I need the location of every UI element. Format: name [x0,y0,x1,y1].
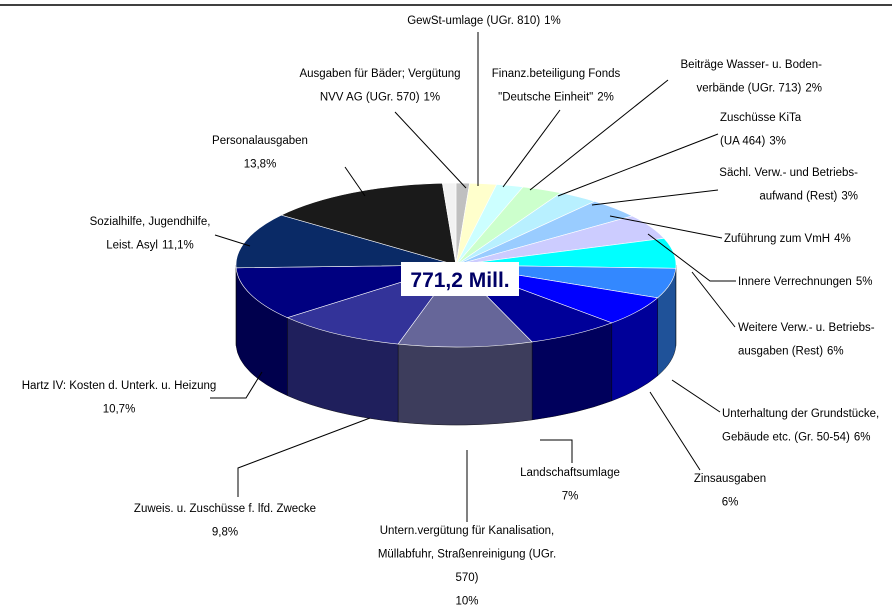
leader-line [691,271,736,328]
slice-label-text: verbände (UGr. 713) [697,83,802,95]
leader-line [609,215,723,239]
slice-label-text: Sächl. Verw.- und Betriebs- [719,167,858,179]
slice-label: Finanz.beteiligung Fonds [492,68,621,80]
leader-line [649,391,701,471]
center-label-box [401,262,519,296]
leader-line [540,439,573,463]
slice-label: verbände (UGr. 713) 2% [697,83,822,95]
slice-label-text: Müllabfuhr, Straßenreinigung (UGr. [378,549,556,561]
value-label: 4% [834,233,851,245]
slice [442,182,457,266]
leader-line [647,233,736,282]
slice-label-text: GewSt-umlage (UGr. 810) [407,15,540,27]
slice-label-text: Weitere Verw.- u. Betriebs- [738,322,875,334]
slice-label: Weitere Verw.- u. Betriebs- [738,322,875,334]
slice-label: Gebäude etc. (Gr. 50-54) 6% [722,432,870,444]
leader-line [344,166,366,197]
value-label: 10% [455,596,478,606]
slice-label: NVV AG (UGr. 570) 1% [320,92,440,104]
value-label: 6% [854,432,871,444]
value-label: 1% [544,15,561,27]
slice-label-text: Leist. Asyl [106,240,158,252]
slice-label: Zuführung zum VmH 4% [724,233,851,245]
leader-line [394,111,467,189]
value-label: 13,8% [244,159,277,171]
slice-label-text: Sozialhilfe, Jugendhilfe, [90,216,211,228]
value-label: 3% [841,191,858,203]
slice-label: Unterhaltung der Grundstücke, [722,408,879,420]
slice-label-text: Zuschüsse KiTa [720,112,802,124]
slice-label: Ausgaben für Bäder; Vergütung [299,68,460,80]
slice-label-text: NVV AG (UGr. 570) [320,92,420,104]
slice-label-text: Innere Verrechnungen [738,276,852,288]
value-label: 6% [827,346,844,358]
leader-line [557,133,719,197]
value-label: 3% [769,136,786,148]
slice-label-text: Zuführung zum VmH [724,233,830,245]
slice-label: (UA 464) 3% [720,136,786,148]
slice-label-text: Hartz IV: Kosten d. Unterk. u. Heizung [22,380,217,392]
value-label: 7% [562,491,579,503]
slice-label: Untern.vergütung für Kanalisation, [380,525,555,537]
slice-label: Zinsausgaben [694,473,766,485]
leader-line [214,234,251,247]
slice-label: Beiträge Wasser- u. Boden- [681,59,823,71]
slice-label-text: Personalausgaben [212,135,308,147]
slice-label: Landschaftsumlage [520,467,620,479]
center-label: 771,2 Mill. [410,269,509,292]
leader-line [237,417,371,497]
slice [397,264,533,348]
slice [235,214,457,269]
slice-label-text: Zinsausgaben [694,473,766,485]
slice-label-text: ausgaben (Rest) [738,346,823,358]
leader-line [591,189,719,206]
slice-label-text: (UA 464) [720,136,766,148]
value-label: 2% [597,92,614,104]
slice-label-text: Finanz.beteiligung Fonds [492,68,621,80]
slice-label: Sozialhilfe, Jugendhilfe, [90,216,211,228]
value-label: 5% [856,276,873,288]
value-label: 11,1% [162,240,194,252]
slice-label: Sächl. Verw.- und Betriebs- [719,167,858,179]
slice-label-text: Untern.vergütung für Kanalisation, [380,525,555,537]
slice-label-text: 570) [455,572,478,584]
slice-label: GewSt-umlage (UGr. 810) 1% [407,15,561,27]
slice-label: Zuweis. u. Zuschüsse f. lfd. Zwecke [134,503,316,515]
slice-label-text: Beiträge Wasser- u. Boden- [681,59,823,71]
leader-line [502,109,561,188]
slice-label: 570) [455,572,478,584]
slice-label: Müllabfuhr, Straßenreinigung (UGr. [378,549,556,561]
value-label: 2% [805,83,822,95]
slice-label-text: aufwand (Rest) [759,191,837,203]
slice-label-text: "Deutsche Einheit" [498,92,593,104]
leader-line [210,371,263,399]
slice-label-text: Gebäude etc. (Gr. 50-54) [722,432,850,444]
slice-label: "Deutsche Einheit" 2% [498,92,614,104]
slice-label-text: Unterhaltung der Grundstücke, [722,408,879,420]
slice-label: ausgaben (Rest) 6% [738,346,844,358]
slice [280,182,457,266]
leader-line [671,379,721,413]
slice-label: Innere Verrechnungen 5% [738,276,872,288]
slice-label: Personalausgaben [212,135,308,147]
leader-line [529,79,669,191]
value-label: 6% [722,497,739,509]
value-label: 1% [424,92,441,104]
slice-label-text: Ausgaben für Bäder; Vergütung [299,68,460,80]
value-label: 9,8% [212,527,238,539]
slice-side [397,341,533,426]
value-label: 10,7% [103,404,136,416]
slice-label: Zuschüsse KiTa [720,112,802,124]
slice-label: Hartz IV: Kosten d. Unterk. u. Heizung [22,380,217,392]
slice-label: Leist. Asyl 11,1% [106,240,194,252]
slice-label-text: Zuweis. u. Zuschüsse f. lfd. Zwecke [134,503,316,515]
slice-label: aufwand (Rest) 3% [759,191,858,203]
slice-label-text: Landschaftsumlage [520,467,620,479]
